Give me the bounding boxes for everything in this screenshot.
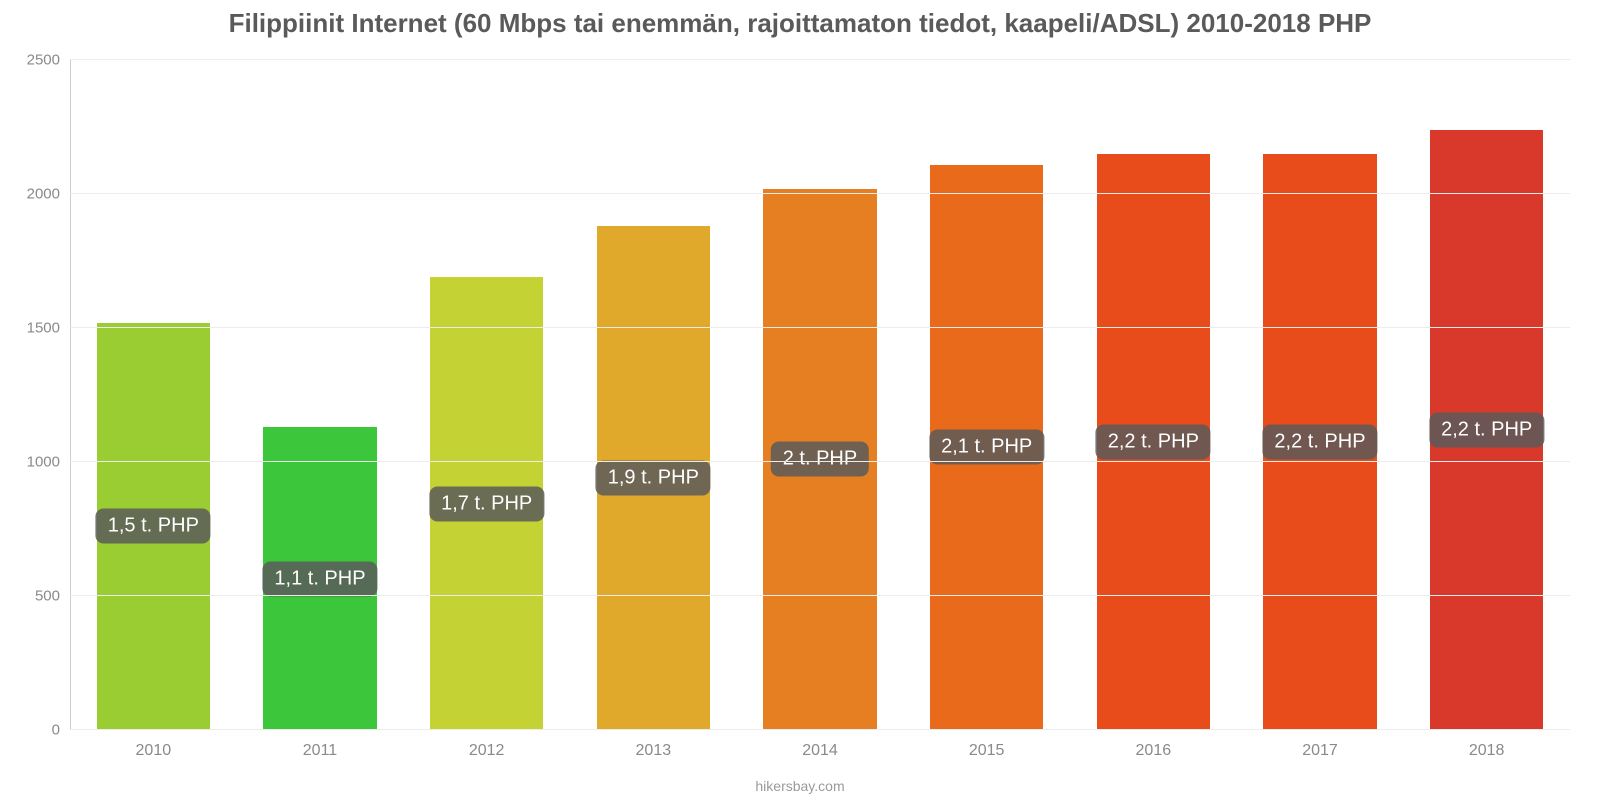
y-tick-label: 1000: [27, 454, 70, 471]
value-badge: 1,5 t. PHP: [96, 509, 211, 544]
x-tick-label: 2012: [469, 730, 505, 760]
bar-slot: 2,2 t. PHP2017: [1237, 60, 1404, 730]
bar-slot: 2,1 t. PHP2015: [903, 60, 1070, 730]
x-tick-label: 2014: [802, 730, 838, 760]
x-tick-label: 2010: [136, 730, 172, 760]
value-badge: 2 t. PHP: [771, 442, 869, 477]
bar-slot: 1,7 t. PHP2012: [403, 60, 570, 730]
value-badge: 2,2 t. PHP: [1262, 424, 1377, 459]
value-badge: 1,1 t. PHP: [262, 561, 377, 596]
x-tick-label: 2016: [1136, 730, 1172, 760]
bar-slot: 1,5 t. PHP2010: [70, 60, 237, 730]
x-tick-label: 2017: [1302, 730, 1338, 760]
x-tick-label: 2013: [636, 730, 672, 760]
y-tick-label: 2500: [27, 52, 70, 69]
grid-line: [70, 327, 1570, 328]
value-badge: 2,1 t. PHP: [929, 430, 1044, 465]
bars-container: 1,5 t. PHP20101,1 t. PHP20111,7 t. PHP20…: [70, 60, 1570, 730]
bar-slot: 1,9 t. PHP2013: [570, 60, 737, 730]
chart-title: Filippiinit Internet (60 Mbps tai enemmä…: [0, 0, 1600, 39]
bar-chart: Filippiinit Internet (60 Mbps tai enemmä…: [0, 0, 1600, 800]
value-badge: 2,2 t. PHP: [1429, 412, 1544, 447]
bar-slot: 2,2 t. PHP2016: [1070, 60, 1237, 730]
x-tick-label: 2015: [969, 730, 1005, 760]
y-tick-label: 0: [52, 722, 70, 739]
grid-line: [70, 461, 1570, 462]
plot-area: 1,5 t. PHP20101,1 t. PHP20111,7 t. PHP20…: [70, 60, 1570, 730]
bar-slot: 1,1 t. PHP2011: [237, 60, 404, 730]
grid-line: [70, 193, 1570, 194]
value-badge: 1,7 t. PHP: [429, 486, 544, 521]
y-axis: [70, 60, 71, 730]
grid-line: [70, 59, 1570, 60]
bar-slot: 2 t. PHP2014: [737, 60, 904, 730]
credit-text: hikersbay.com: [0, 778, 1600, 794]
y-tick-label: 2000: [27, 186, 70, 203]
grid-line: [70, 595, 1570, 596]
value-badge: 2,2 t. PHP: [1096, 424, 1211, 459]
bar-slot: 2,2 t. PHP2018: [1403, 60, 1570, 730]
y-tick-label: 1500: [27, 320, 70, 337]
x-tick-label: 2018: [1469, 730, 1505, 760]
grid-line: [70, 729, 1570, 730]
value-badge: 1,9 t. PHP: [596, 461, 711, 496]
x-tick-label: 2011: [303, 730, 337, 760]
y-tick-label: 500: [35, 588, 70, 605]
